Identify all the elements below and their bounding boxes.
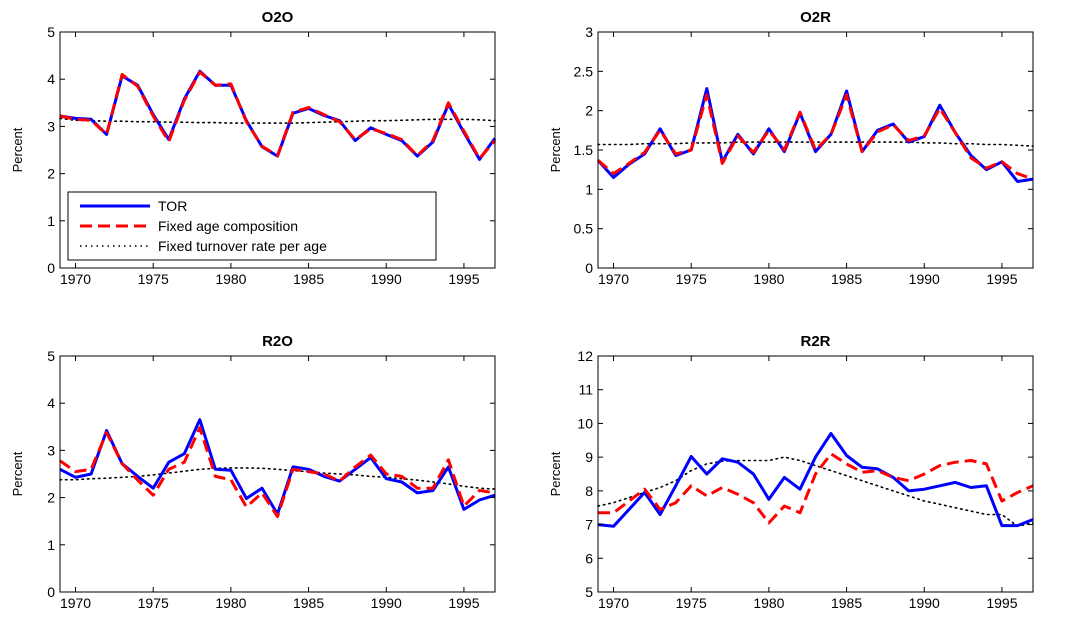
y-tick-label: 4 [47, 395, 55, 411]
y-tick-label: 0 [47, 584, 55, 600]
x-tick-label: 1995 [986, 271, 1017, 287]
series-line-fixed-age-composition [59, 70, 497, 160]
x-tick-label: 1985 [293, 271, 324, 287]
plot-frame [597, 355, 1034, 593]
series-line-tor [596, 87, 1034, 183]
subplot-title: R2R [800, 333, 830, 350]
x-tick-label: 1975 [676, 271, 707, 287]
x-tick-label: 1970 [598, 595, 629, 611]
y-tick-label: 2 [47, 166, 55, 182]
series-line-tor [59, 69, 497, 161]
y-tick-label: 2 [585, 103, 593, 119]
subplot-title: O2R [800, 9, 831, 26]
x-tick-label: 1995 [448, 595, 479, 611]
subplot-r2r: R2R Percent 1970 1975 1980 1985 1990 1995 5 6 7 8 9 1… [548, 333, 1034, 611]
subplot-r2o: R2O Percent 1970 1975 1980 1985 1990 1995 0 1 2 3 4 5 [10, 333, 496, 611]
y-tick-label: 0.5 [574, 221, 594, 237]
legend-box [67, 191, 437, 261]
y-tick-label: 7 [585, 517, 593, 533]
series-line-fixed-turnover-rate-per-age [59, 467, 496, 490]
legend-entry: TOR [158, 198, 187, 214]
x-tick-label: 1980 [215, 595, 246, 611]
y-axis-label: Percent [548, 451, 563, 496]
x-tick-label: 1980 [753, 595, 784, 611]
x-tick-label: 1970 [60, 595, 91, 611]
x-tick-label: 1980 [215, 271, 246, 287]
y-tick-label: 3 [47, 442, 55, 458]
legend-entry: Fixed age composition [158, 218, 298, 234]
series-line-fixed-turnover-rate-per-age [597, 456, 1034, 528]
plot-frame [59, 31, 496, 269]
y-axis-label: Percent [548, 127, 563, 172]
y-tick-label: 10 [577, 415, 593, 431]
y-tick-label: 0 [585, 260, 593, 276]
subplot-o2r: O2R Percent 1970 1975 1980 1985 1990 1995 0 0.5 1 1… [548, 9, 1034, 287]
x-tick-label: 1985 [831, 595, 862, 611]
subplot-title: O2O [262, 9, 294, 26]
y-tick-label: 11 [578, 382, 593, 398]
y-tick-label: 1 [585, 181, 593, 197]
x-tick-label: 1975 [676, 595, 707, 611]
y-tick-label: 5 [585, 584, 593, 600]
x-tick-label: 1990 [371, 271, 402, 287]
x-tick-label: 1990 [371, 595, 402, 611]
y-tick-label: 12 [577, 348, 593, 364]
y-tick-label: 1.5 [574, 142, 594, 158]
x-tick-label: 1980 [753, 271, 784, 287]
x-tick-label: 1970 [598, 271, 629, 287]
y-tick-label: 2.5 [574, 63, 594, 79]
y-tick-label: 9 [585, 449, 593, 465]
x-tick-label: 1995 [448, 271, 479, 287]
x-tick-label: 1990 [909, 271, 940, 287]
x-tick-label: 1975 [138, 271, 169, 287]
y-tick-label: 4 [47, 71, 55, 87]
y-tick-label: 1 [47, 213, 55, 229]
x-tick-label: 1970 [60, 271, 91, 287]
legend-entry: Fixed turnover rate per age [158, 238, 327, 254]
y-tick-label: 8 [585, 483, 593, 499]
y-tick-label: 0 [47, 260, 55, 276]
x-tick-label: 1985 [831, 271, 862, 287]
series-line-fixed-turnover-rate-per-age [597, 141, 1034, 147]
y-tick-label: 5 [47, 348, 55, 364]
y-tick-label: 5 [47, 24, 55, 40]
y-tick-label: 2 [47, 490, 55, 506]
y-axis-label: Percent [10, 127, 25, 172]
legend: TOR Fixed age composition Fixed turnover r… [67, 191, 437, 261]
x-tick-label: 1995 [986, 595, 1017, 611]
y-tick-label: 3 [47, 118, 55, 134]
plot-frame [59, 355, 496, 593]
series-line-fixed-age-composition [59, 426, 496, 518]
y-tick-label: 1 [47, 537, 55, 553]
subplot-title: R2O [262, 333, 293, 350]
x-tick-label: 1975 [138, 595, 169, 611]
series-line-fixed-turnover-rate-per-age [59, 117, 496, 124]
series-line-tor [597, 432, 1034, 528]
series-line-fixed-age-composition [598, 452, 1034, 525]
y-tick-label: 6 [585, 550, 593, 566]
x-tick-label: 1990 [909, 595, 940, 611]
subplot-o2o: O2O Percent 1970 1975 1980 1985 1990 1995 0 1 2 3 4 5… [10, 9, 497, 287]
x-tick-label: 1985 [293, 595, 324, 611]
y-tick-label: 3 [585, 24, 593, 40]
y-axis-label: Percent [10, 451, 25, 496]
series-line-fixed-age-composition [597, 93, 1034, 181]
